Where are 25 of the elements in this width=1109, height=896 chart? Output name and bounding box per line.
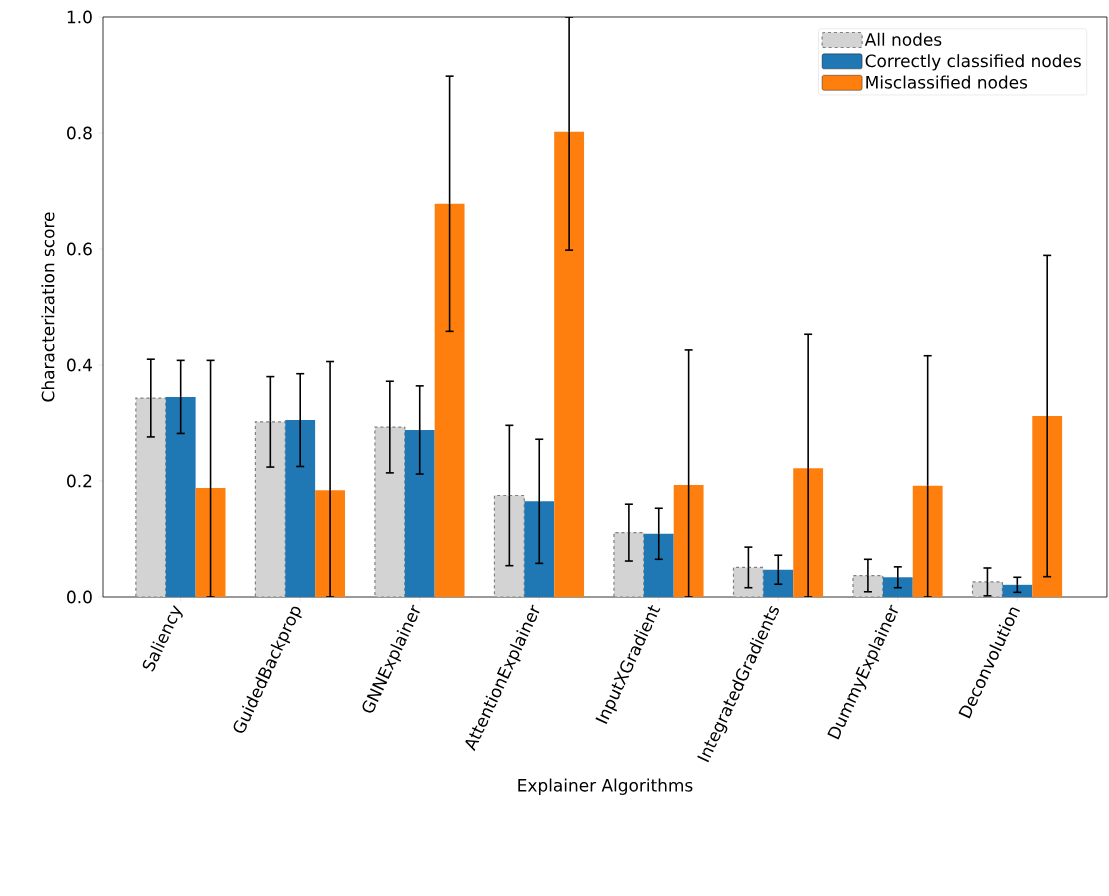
bar [643, 533, 674, 597]
bar [434, 203, 465, 597]
bar [763, 569, 794, 597]
bar [404, 429, 435, 597]
legend-label: Correctly classified nodes [865, 54, 1081, 71]
bar [613, 532, 645, 597]
bar [254, 421, 286, 597]
bar [882, 577, 913, 597]
y-axis-title: Characterization score [41, 212, 55, 402]
y-tick-label: 1.0 [67, 10, 92, 24]
bar [554, 131, 585, 597]
y-tick-label: 0.4 [67, 358, 92, 372]
legend-label: Misclassified nodes [866, 75, 1028, 89]
bar [374, 426, 406, 597]
y-tick-label: 0.2 [67, 474, 92, 488]
bar [165, 396, 196, 597]
bar [285, 420, 316, 597]
bar [971, 581, 1003, 597]
y-tick-label: 0.8 [67, 126, 92, 140]
x-axis-title: Explainer Algorithms [518, 778, 693, 795]
bar [135, 397, 167, 597]
y-tick-label: 0.6 [67, 242, 92, 256]
bar [1002, 584, 1033, 597]
legend-label: All nodes [864, 32, 942, 46]
y-tick-label: 0.0 [67, 590, 92, 604]
